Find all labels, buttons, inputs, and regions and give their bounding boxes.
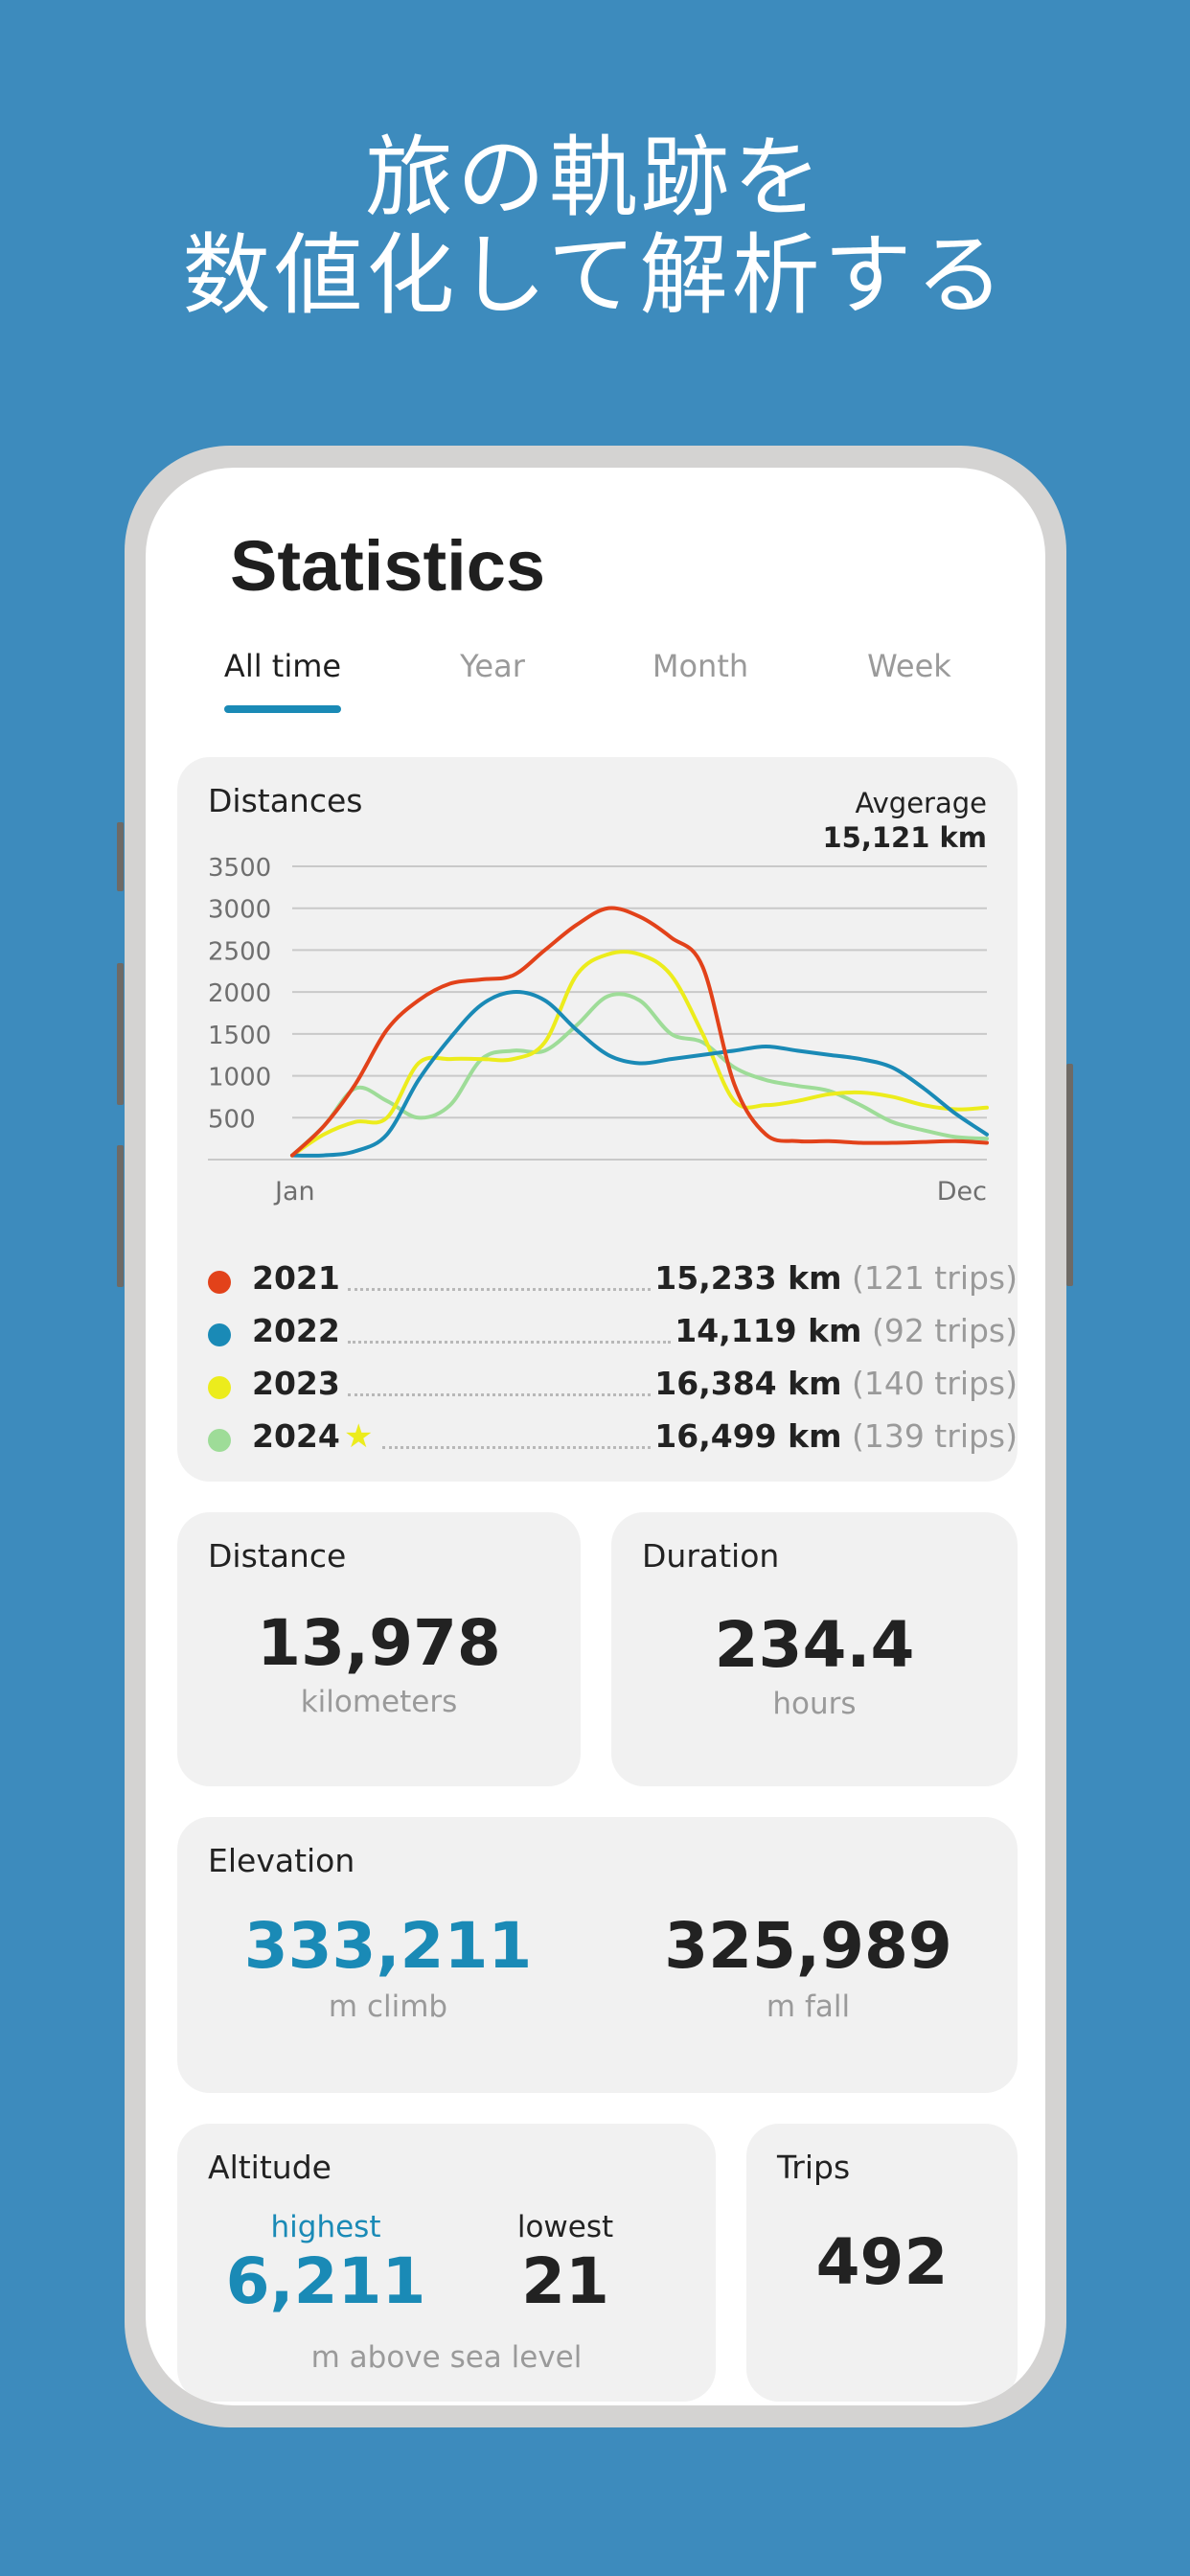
legend-km: 16,384 km xyxy=(654,1365,842,1402)
tab-week[interactable]: Week xyxy=(867,648,951,684)
trips-value: 492 xyxy=(815,2225,949,2299)
y-tick-label: 3500 xyxy=(208,854,271,883)
legend-row-2021[interactable]: 2021 15,233 km (121 trips) xyxy=(208,1259,1018,1305)
legend-year: 2022 xyxy=(252,1312,340,1349)
altitude-highest-label: highest xyxy=(270,2210,381,2244)
legend-dotted-leader xyxy=(348,1393,652,1396)
elevation-fall-unit: m fall xyxy=(766,1990,851,2024)
legend-dotted-leader xyxy=(382,1446,652,1449)
altitude-unit: m above sea level xyxy=(310,2340,583,2375)
average-label: Avgerage xyxy=(855,787,988,819)
duration-card[interactable]: Duration 234.4 hours xyxy=(611,1512,1018,1786)
distance-unit: kilometers xyxy=(300,1685,458,1719)
altitude-lowest-label: lowest xyxy=(516,2210,614,2244)
legend-value: 16,499 km (139 trips) xyxy=(654,1417,1018,1455)
distances-card-title: Distances xyxy=(208,782,363,819)
distances-chart: 500 1000 1500 2000 2500 3000 3500 Jan Dec xyxy=(208,854,989,1207)
trips-card[interactable]: Trips 492 xyxy=(746,2124,1018,2402)
elevation-fall-value: 325,989 xyxy=(664,1909,952,1983)
legend-row-2023[interactable]: 2023 16,384 km (140 trips) xyxy=(208,1365,1018,1411)
legend-year: 2024 xyxy=(252,1417,340,1455)
legend-value: 16,384 km (140 trips) xyxy=(654,1365,1018,1402)
duration-value: 234.4 xyxy=(714,1608,915,1682)
legend-color-dot xyxy=(208,1429,231,1452)
distances-card[interactable]: Distances Avgerage 15,121 km 500 1000 1500… xyxy=(177,757,1018,1482)
star-icon: ★ xyxy=(344,1417,374,1456)
altitude-highest-value: 6,211 xyxy=(225,2244,426,2318)
altitude-card-title: Altitude xyxy=(208,2149,332,2186)
series-line-2021 xyxy=(290,906,989,1158)
headline-line-1: 旅の軌跡を xyxy=(364,126,825,229)
y-tick-label: 2500 xyxy=(208,937,271,966)
phone-screen: Statistics All time Year Month Week Dist… xyxy=(146,468,1045,2405)
duration-unit: hours xyxy=(772,1687,857,1721)
legend-trips: (121 trips) xyxy=(841,1259,1018,1297)
legend-row-2024[interactable]: 2024 ★ 16,499 km (139 trips) xyxy=(208,1417,1018,1463)
active-tab-indicator xyxy=(224,705,341,713)
elevation-climb-value: 333,211 xyxy=(243,1909,533,1983)
legend-dotted-leader xyxy=(348,1288,652,1291)
elevation-card-title: Elevation xyxy=(208,1842,355,1879)
y-tick-label: 2000 xyxy=(208,979,271,1008)
duration-card-title: Duration xyxy=(642,1537,780,1575)
elevation-climb-unit: m climb xyxy=(328,1990,448,2024)
x-tick-label-last: Dec xyxy=(937,1177,987,1207)
legend-km: 15,233 km xyxy=(654,1259,842,1297)
tab-year[interactable]: Year xyxy=(460,648,525,684)
series-line-2022 xyxy=(290,990,989,1158)
y-tick-label: 500 xyxy=(208,1105,256,1134)
series-line-2024 xyxy=(290,992,989,1158)
altitude-card[interactable]: Altitude highest 6,211 lowest 21 m above… xyxy=(177,2124,716,2402)
phone-side-button-power xyxy=(1066,1064,1073,1286)
page-title: Statistics xyxy=(230,526,546,606)
x-tick-label-first: Jan xyxy=(273,1177,315,1207)
series-line-2023 xyxy=(290,950,989,1158)
distance-card[interactable]: Distance 13,978 kilometers xyxy=(177,1512,581,1786)
legend-year: 2021 xyxy=(252,1259,340,1297)
y-tick-label: 1500 xyxy=(208,1022,271,1050)
phone-side-button-silent xyxy=(117,822,124,891)
average-block: Avgerage 15,121 km xyxy=(822,786,987,855)
phone-side-button-volume-up xyxy=(117,963,124,1105)
elevation-card[interactable]: Elevation 333,211 m climb 325,989 m fall xyxy=(177,1817,1018,2093)
headline: 旅の軌跡を 数値化して解析する xyxy=(0,129,1190,325)
legend-km: 14,119 km xyxy=(675,1312,862,1349)
legend-km: 16,499 km xyxy=(654,1417,842,1455)
y-tick-label: 3000 xyxy=(208,896,271,925)
tab-all-time[interactable]: All time xyxy=(223,648,342,684)
legend-trips: (139 trips) xyxy=(841,1417,1018,1455)
tab-month[interactable]: Month xyxy=(652,648,749,684)
legend-color-dot xyxy=(208,1271,231,1294)
legend-row-2022[interactable]: 2022 14,119 km (92 trips) xyxy=(208,1312,1018,1358)
legend-value: 15,233 km (121 trips) xyxy=(654,1259,1018,1297)
headline-line-2: 数値化して解析する xyxy=(182,224,1008,327)
legend-color-dot xyxy=(208,1323,231,1346)
distance-value: 13,978 xyxy=(257,1606,501,1680)
legend-trips: (92 trips) xyxy=(861,1312,1018,1349)
legend-year: 2023 xyxy=(252,1365,340,1402)
altitude-lowest-value: 21 xyxy=(521,2244,609,2318)
tab-bar: All time Year Month Week xyxy=(146,648,1045,724)
trips-card-title: Trips xyxy=(777,2149,851,2186)
distance-card-title: Distance xyxy=(208,1537,347,1575)
average-value: 15,121 km xyxy=(822,821,987,854)
legend-trips: (140 trips) xyxy=(841,1365,1018,1402)
legend-value: 14,119 km (92 trips) xyxy=(675,1312,1018,1349)
legend-color-dot xyxy=(208,1376,231,1399)
legend-dotted-leader xyxy=(348,1341,672,1344)
phone-side-button-volume-down xyxy=(117,1145,124,1287)
y-tick-label: 1000 xyxy=(208,1064,271,1092)
